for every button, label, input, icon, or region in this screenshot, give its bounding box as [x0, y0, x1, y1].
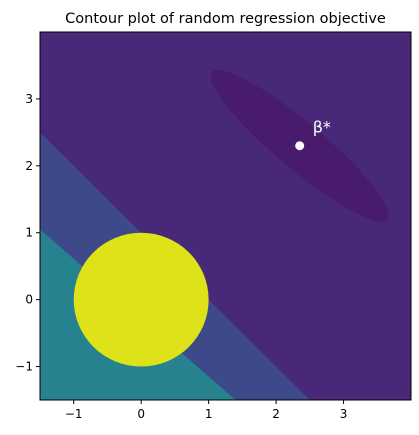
- y-tick-label: 1: [25, 226, 33, 240]
- x-tick-label: 0: [137, 407, 145, 421]
- chart-title: Contour plot of random regression object…: [65, 11, 386, 27]
- axes-frame: [39, 31, 412, 401]
- y-tick-label: 2: [25, 159, 33, 173]
- x-tick-label: 2: [272, 407, 280, 421]
- constraint-disk: [73, 232, 209, 367]
- axes: −1 0 1 2 3 −1 0 1 2 3: [15, 31, 412, 421]
- x-tick-label: −1: [65, 407, 83, 421]
- y-tick-label: −1: [15, 360, 33, 374]
- optimum-point: [295, 141, 305, 151]
- y-tick-label: 3: [25, 92, 33, 106]
- y-tick-label: 0: [25, 293, 33, 307]
- plot-area: β*: [40, 32, 411, 400]
- optimum-label: β*: [313, 118, 331, 137]
- x-tick-label: 1: [205, 407, 213, 421]
- x-tick-label: 3: [340, 407, 348, 421]
